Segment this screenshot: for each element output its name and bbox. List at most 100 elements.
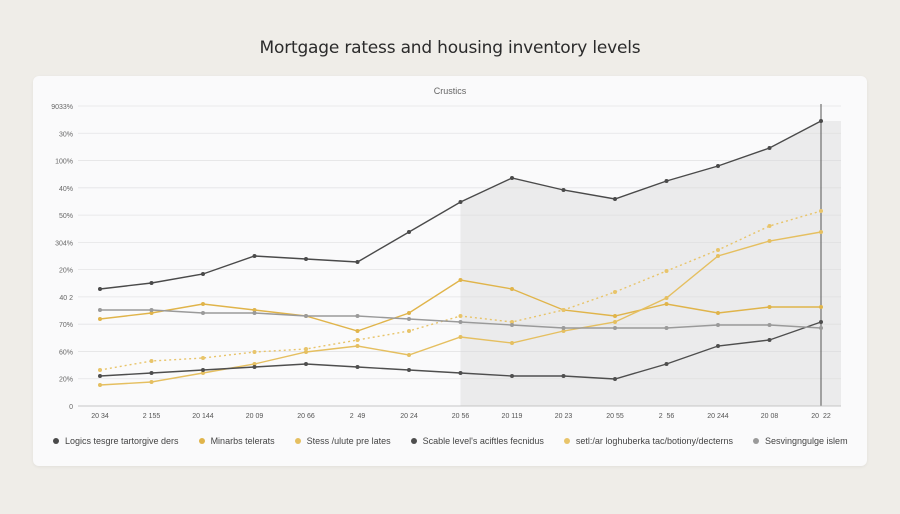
data-point xyxy=(201,311,205,315)
y-tick-label: 20% xyxy=(59,268,73,275)
data-point xyxy=(252,254,257,258)
data-point xyxy=(98,374,102,378)
data-point xyxy=(819,326,823,330)
legend-label: Sesvingngulge islem xyxy=(765,436,848,446)
data-point xyxy=(664,269,669,273)
legend-label: Scable level's aciftles fecnidus xyxy=(422,436,544,446)
x-tick-label: 20 23 xyxy=(555,413,573,420)
data-point xyxy=(201,272,205,276)
data-point xyxy=(664,302,669,306)
data-point xyxy=(355,314,360,318)
data-point xyxy=(458,320,463,324)
x-tick-label: 20 08 xyxy=(761,413,779,420)
data-point xyxy=(767,239,772,243)
data-point xyxy=(716,248,720,252)
data-point xyxy=(304,350,308,354)
x-tick-label: 20 244 xyxy=(707,413,729,420)
data-point xyxy=(613,197,617,201)
data-point xyxy=(407,329,411,333)
data-point xyxy=(510,287,514,291)
data-point xyxy=(355,338,360,342)
data-point xyxy=(304,362,308,366)
data-point xyxy=(819,230,823,234)
data-point xyxy=(767,305,772,309)
y-tick-label: 40 2 xyxy=(59,295,73,302)
data-point xyxy=(149,371,154,375)
y-tick-label: 100% xyxy=(55,159,73,166)
data-point xyxy=(149,308,154,312)
x-tick-label: 20 55 xyxy=(606,413,624,420)
y-tick-label: 50% xyxy=(59,213,73,220)
legend-label: setl:/ar loghuberka tac/botiony/decterns xyxy=(575,436,734,446)
data-point xyxy=(458,278,463,282)
chart-title: Mortgage ratess and housing inventory le… xyxy=(259,38,641,58)
data-point xyxy=(561,329,566,333)
x-tick-label: 20 56 xyxy=(452,413,470,420)
data-point xyxy=(716,344,720,348)
legend-item: Stess /ulute pre lates xyxy=(294,436,391,446)
data-point xyxy=(304,314,308,318)
data-point xyxy=(98,383,102,387)
legend-swatch xyxy=(294,438,301,444)
x-tick-label: 20 66 xyxy=(297,413,315,420)
legend-swatch xyxy=(410,438,417,444)
data-point xyxy=(510,341,514,345)
legend-item: Logics tesgre tartorgive ders xyxy=(53,436,179,446)
legend-label: Stess /ulute pre lates xyxy=(306,436,391,446)
data-point xyxy=(252,350,257,354)
data-point xyxy=(767,146,772,150)
data-point xyxy=(819,305,823,309)
data-point xyxy=(304,347,308,351)
data-point xyxy=(149,311,154,315)
data-point xyxy=(613,314,617,318)
data-point xyxy=(252,362,257,366)
data-point xyxy=(407,353,411,357)
data-point xyxy=(510,374,514,378)
data-point xyxy=(407,311,411,315)
data-point xyxy=(767,338,772,342)
chart-legend: Logics tesgre tartorgive ders Minarbs tel… xyxy=(53,432,848,450)
data-point xyxy=(458,200,463,204)
data-point xyxy=(98,317,102,321)
data-point xyxy=(201,368,205,372)
data-point xyxy=(716,164,720,168)
data-point xyxy=(561,326,566,330)
area-fill xyxy=(460,121,841,406)
data-point xyxy=(407,368,411,372)
data-point xyxy=(510,323,514,327)
x-tick-label: 20 24 xyxy=(400,413,418,420)
legend-item: Scable level's aciftles fecnidus xyxy=(410,436,544,446)
data-point xyxy=(149,359,154,363)
legend-swatch xyxy=(753,438,760,444)
legend-swatch xyxy=(563,438,570,444)
legend-swatch xyxy=(198,438,205,444)
legend-label: Minarbs telerats xyxy=(210,436,275,446)
data-point xyxy=(201,371,205,375)
x-tick-label: 20 34 xyxy=(91,413,109,420)
data-point xyxy=(252,311,257,315)
legend-swatch xyxy=(53,438,59,444)
data-point xyxy=(252,365,257,369)
legend-item: setl:/ar loghuberka tac/botiony/decterns xyxy=(563,436,734,446)
x-tick-label: 20 144 xyxy=(192,413,214,420)
data-point xyxy=(819,119,823,123)
y-tick-label: 304% xyxy=(55,240,73,247)
chart-card: Crustics 9033% 30% 100% 40% 50% 304% 20% 40 2 70%… xyxy=(33,76,867,466)
data-point xyxy=(201,302,205,306)
y-tick-label: 60% xyxy=(59,349,73,356)
data-point xyxy=(355,329,360,333)
data-point xyxy=(510,176,514,180)
data-point xyxy=(458,314,463,318)
data-point xyxy=(201,356,205,360)
y-tick-label: 20% xyxy=(59,377,73,384)
x-tick-label: 20 09 xyxy=(246,413,264,420)
data-point xyxy=(716,254,720,258)
legend-label: Logics tesgre tartorgive ders xyxy=(65,436,179,446)
data-point xyxy=(98,368,102,372)
y-tick-label: 40% xyxy=(59,186,73,193)
data-point xyxy=(767,224,772,228)
data-point xyxy=(458,335,463,339)
data-point xyxy=(664,296,669,300)
legend-item: Sesvingngulge islem xyxy=(753,436,848,446)
x-tick-label: 2 155 xyxy=(143,413,161,420)
